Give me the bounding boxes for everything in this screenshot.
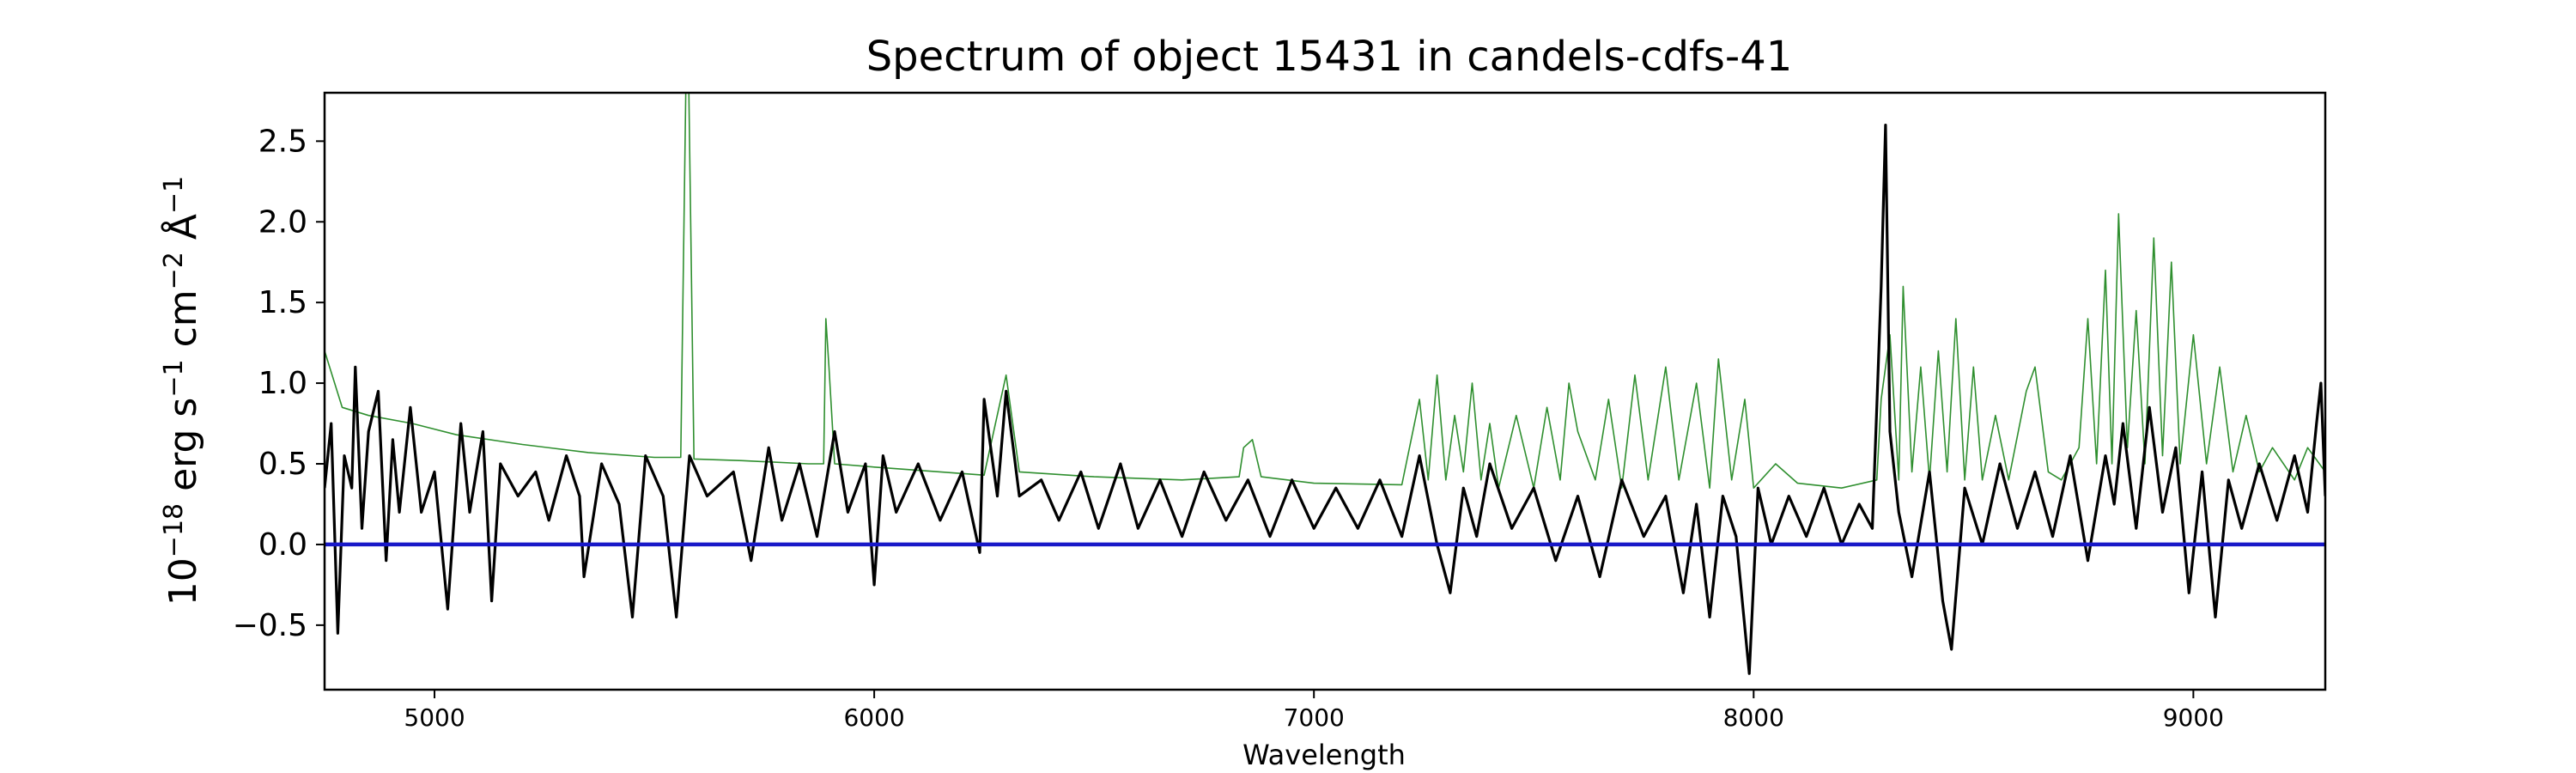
- x-axis-label: Wavelength: [1242, 739, 1406, 771]
- plot-area: [323, 91, 2327, 691]
- y-tick-label: 0.5: [258, 447, 307, 482]
- series-layer: [325, 93, 2325, 675]
- ylabel-exponent-s: −1: [159, 359, 189, 397]
- ylabel-exponent-cm: −2: [159, 252, 189, 289]
- y-tick-label: 2.0: [258, 204, 307, 240]
- x-tick-label: 6000: [843, 703, 904, 732]
- model-series-line: [325, 93, 2325, 490]
- x-tick-label: 9000: [2163, 703, 2224, 732]
- x-tick-label: 8000: [1723, 703, 1784, 732]
- y-axis-label: 10−18 erg s−1 cm−2 Å−1: [159, 176, 205, 606]
- flux-series-line: [325, 124, 2325, 675]
- plot-frame: [323, 91, 2327, 691]
- y-tick-label: 0.0: [258, 527, 307, 563]
- y-tick-label: 1.5: [258, 285, 307, 320]
- ylabel-exponent: −18: [159, 503, 189, 557]
- x-axis: 5000 6000 7000 8000 9000: [404, 690, 2224, 732]
- ylabel-unit-angstrom: Å: [160, 214, 205, 252]
- y-tick-label: 2.5: [258, 124, 307, 159]
- ylabel-unit-cm: cm: [161, 289, 205, 359]
- x-tick-label: 5000: [404, 703, 465, 732]
- chart-title: Spectrum of object 15431 in candels-cdfs…: [866, 33, 1793, 81]
- ylabel-unit-erg-s: erg s: [161, 398, 205, 503]
- y-tick-label: −0.5: [233, 608, 307, 643]
- y-tick-label: 1.0: [258, 366, 307, 401]
- x-tick-label: 7000: [1284, 703, 1345, 732]
- ylabel-exponent-angstrom: −1: [159, 176, 189, 214]
- y-axis: −0.5 0.0 0.5 1.0 1.5 2.0 2.5: [233, 124, 325, 643]
- ylabel-prefix: 10: [161, 557, 205, 606]
